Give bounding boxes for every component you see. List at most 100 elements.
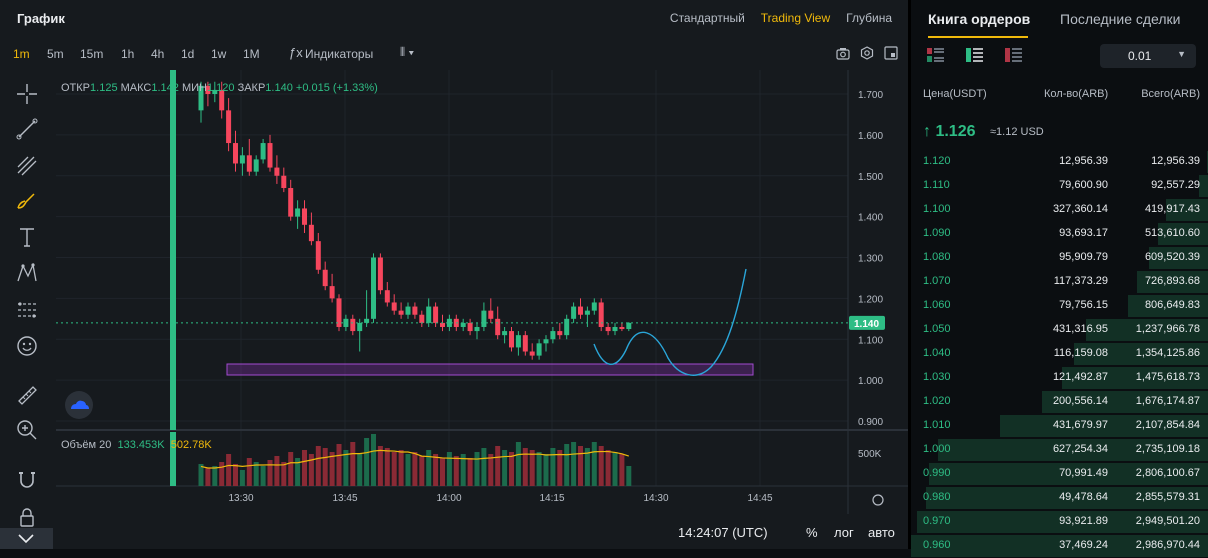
price-tick-label: 1.000 (858, 376, 883, 387)
timeframe-1h[interactable]: 1h (121, 47, 135, 61)
candle-body (260, 143, 266, 160)
last-price: ↑ 1.126 (923, 123, 976, 141)
chart-area[interactable]: 1.700 1.600 1.500 1.400 1.300 1.200 1.100 1.000… (56, 70, 908, 514)
volume-bar (419, 456, 425, 486)
volume-bar (308, 454, 314, 486)
orderbook-row[interactable]: 1.060 79,756.15 806,649.83 (911, 294, 1208, 318)
chevron-down-icon (18, 534, 34, 544)
timeframe-1m[interactable]: 1m (13, 47, 30, 61)
trendline-icon[interactable] (14, 116, 40, 142)
auto-scale-toggle[interactable]: авто (868, 525, 895, 540)
depth-bar (1136, 271, 1208, 293)
orderbook-row[interactable]: 1.070 117,373.29 726,893.68 (911, 270, 1208, 294)
row-total: 2,986,970.44 (1135, 539, 1200, 551)
orderbook-row[interactable]: 1.010 431,679.97 2,107,854.84 (911, 414, 1208, 438)
tab-recent-trades[interactable]: Последние сделки (1060, 11, 1181, 27)
volume-bar (612, 452, 618, 486)
orderbook-row[interactable]: 0.980 49,478.64 2,855,579.31 (911, 486, 1208, 510)
timeframe-15m[interactable]: 15m (80, 47, 104, 61)
price-tick-label: 1.600 (858, 131, 883, 142)
book-both-icon[interactable] (927, 47, 945, 63)
projection-tool-icon[interactable] (14, 297, 40, 323)
text-tool-icon[interactable] (14, 224, 40, 250)
settings-icon[interactable] (860, 46, 874, 60)
lock-drawings-icon[interactable] (14, 504, 40, 530)
chart-panel: График Стандартный Trading View Глубина … (0, 0, 908, 549)
volume-bar (398, 450, 404, 486)
volume-bar (543, 454, 549, 486)
candle-body (509, 331, 514, 348)
fib-tool-icon[interactable] (14, 153, 40, 179)
orderbook-row[interactable]: 0.970 93,921.89 2,949,501.20 (911, 510, 1208, 534)
candle-body (350, 318, 356, 332)
change-value: +0.015 (+1.33%) (295, 82, 378, 94)
chart-type-icon[interactable]: ⫴ ▾ (400, 45, 415, 59)
fullscreen-icon[interactable] (884, 46, 898, 60)
volume-bar (288, 452, 294, 486)
tools-collapse-button[interactable] (0, 528, 53, 549)
candle-body (412, 306, 418, 315)
candle-body (536, 343, 542, 356)
candle-body (226, 110, 232, 144)
orderbook-row[interactable]: 1.030 121,492.87 1,475,618.73 (911, 366, 1208, 390)
book-bids-icon[interactable] (966, 47, 984, 63)
orderbook-row[interactable]: 1.100 327,360.14 419,917.43 (911, 198, 1208, 222)
precision-value: 0.01 (1128, 49, 1152, 63)
orderbook-row[interactable]: 0.990 70,991.49 2,806,100.67 (911, 462, 1208, 486)
timeframe-1M[interactable]: 1M (243, 47, 260, 61)
depth-bar (937, 439, 1208, 461)
volume-bar (281, 462, 287, 486)
orderbook-row[interactable]: 1.000 627,254.34 2,735,109.18 (911, 438, 1208, 462)
emoji-icon[interactable] (14, 333, 40, 359)
brush-icon[interactable] (14, 188, 40, 214)
clock-utc: 14:24:07 (UTC) (678, 525, 768, 540)
crosshair-icon[interactable] (14, 81, 40, 107)
ruler-icon[interactable] (14, 382, 40, 408)
timeframe-1w[interactable]: 1w (211, 47, 227, 61)
candle-body (564, 318, 570, 336)
orderbook-row[interactable]: 1.040 116,159.08 1,354,125.86 (911, 342, 1208, 366)
candlestick-chart[interactable]: 1.700 1.600 1.500 1.400 1.300 1.200 1.100 1.000… (56, 70, 908, 514)
view-tradingview[interactable]: Trading View (760, 11, 831, 25)
row-price: 0.990 (923, 467, 951, 479)
pattern-tool-icon[interactable] (14, 260, 40, 286)
volume-bar (509, 452, 514, 486)
volume-bar (550, 448, 556, 486)
zoom-in-icon[interactable] (14, 417, 40, 443)
projection-curve (593, 268, 747, 376)
last-price-usd: ≈1.12 USD (990, 126, 1044, 138)
view-standard[interactable]: Стандартный (669, 11, 745, 25)
row-total: 513,610.60 (1144, 227, 1200, 239)
volume-value: 133.453K (117, 439, 165, 451)
indicators-button[interactable]: Индикаторы (305, 47, 374, 61)
price-tick-label: 0.900 (858, 417, 883, 428)
tab-orderbook[interactable]: Книга ордеров (928, 11, 1031, 27)
timeframe-1d[interactable]: 1d (181, 47, 195, 61)
volume-bar (440, 458, 445, 486)
orderbook-row[interactable]: 1.020 200,556.14 1,676,174.87 (911, 390, 1208, 414)
last-price-tag-label: 1.140 (854, 319, 879, 330)
orderbook-row[interactable]: 1.110 79,600.90 92,557.29 (911, 174, 1208, 198)
orderbook-row[interactable]: 1.120 12,956.39 12,956.39 (911, 150, 1208, 174)
percent-scale-toggle[interactable]: % (806, 525, 818, 540)
candle-body (557, 331, 563, 336)
view-depth[interactable]: Глубина (846, 11, 892, 25)
orderbook-row[interactable]: 1.090 93,693.17 513,610.60 (911, 222, 1208, 246)
log-scale-toggle[interactable]: лог (834, 525, 854, 540)
row-total: 12,956.39 (1151, 155, 1200, 167)
timeframe-4h[interactable]: 4h (151, 47, 165, 61)
candle-body (357, 322, 363, 332)
book-asks-icon[interactable] (1005, 47, 1023, 63)
precision-select[interactable]: 0.01 ▼ (1100, 44, 1196, 68)
close-value: 1.140 (265, 82, 293, 94)
timeframe-5m[interactable]: 5m (47, 47, 64, 61)
volume-bar (515, 442, 521, 486)
camera-icon[interactable] (836, 46, 850, 60)
magnet-icon[interactable] (14, 467, 40, 493)
chart-title: График (17, 11, 65, 26)
last-price-value: 1.126 (935, 123, 976, 140)
orderbook-row[interactable]: 1.050 431,316.95 1,237,966.78 (911, 318, 1208, 342)
arrow-up-icon: ↑ (923, 123, 931, 140)
orderbook-row[interactable]: 0.960 37,469.24 2,986,970.44 (911, 534, 1208, 558)
orderbook-row[interactable]: 1.080 95,909.79 609,520.39 (911, 246, 1208, 270)
